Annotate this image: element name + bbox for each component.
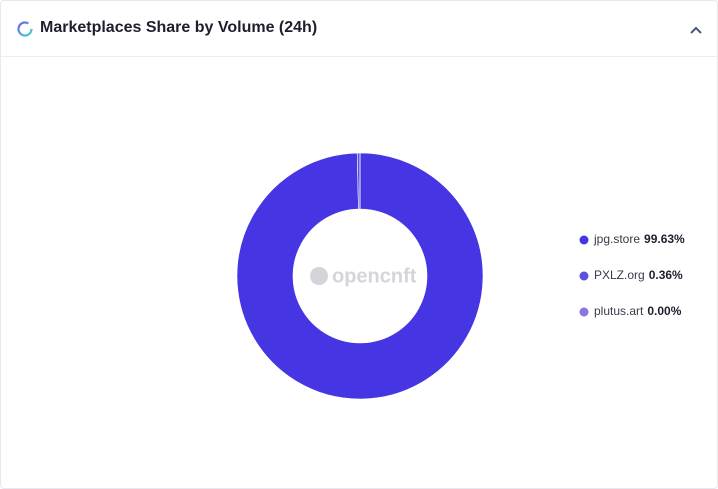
legend-swatch: [579, 271, 589, 281]
card-header: Marketplaces Share by Volume (24h): [1, 1, 717, 57]
legend-value: 0.36%: [649, 268, 683, 282]
chart: opencnft jpg.store 99.63% PXLZ.org 0.36% plut…: [236, 152, 685, 400]
legend-label: plutus.art: [594, 304, 644, 318]
legend-entry: PXLZ.org 0.36%: [594, 268, 683, 282]
legend-swatch: [579, 307, 589, 317]
card-title: Marketplaces Share by Volume (24h): [40, 19, 318, 36]
legend-entry: plutus.art 0.00%: [594, 304, 682, 318]
legend-swatch: [579, 235, 589, 245]
legend-entry: jpg.store 99.63%: [593, 232, 685, 246]
legend-value: 0.00%: [647, 304, 681, 318]
legend-value: 99.63%: [644, 232, 685, 246]
legend-label: PXLZ.org: [594, 268, 645, 282]
collapse-button[interactable]: [689, 25, 703, 35]
legend-label: jpg.store: [593, 232, 640, 246]
watermark-logo: [310, 267, 328, 285]
header-icon: [17, 21, 33, 37]
donut-segment: [236, 152, 484, 400]
watermark: opencnft: [332, 265, 417, 287]
